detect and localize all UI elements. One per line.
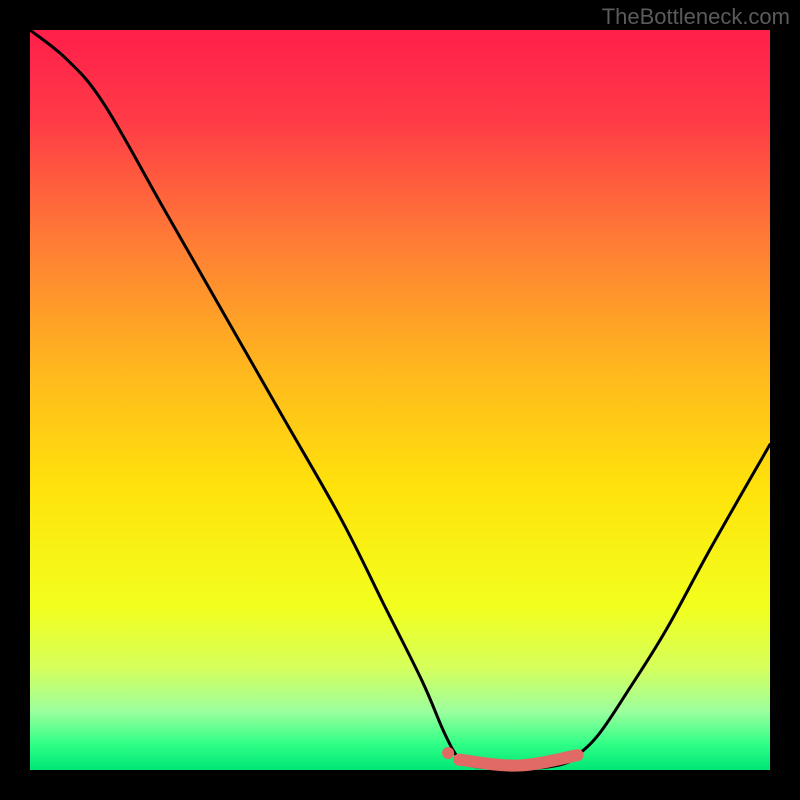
chart-stage: TheBottleneck.com	[0, 0, 800, 800]
bottleneck-curve-chart	[0, 0, 800, 800]
watermark-source-label: TheBottleneck.com	[602, 4, 790, 30]
optimal-range-start-dot	[442, 747, 454, 759]
plot-gradient-area	[30, 30, 770, 770]
